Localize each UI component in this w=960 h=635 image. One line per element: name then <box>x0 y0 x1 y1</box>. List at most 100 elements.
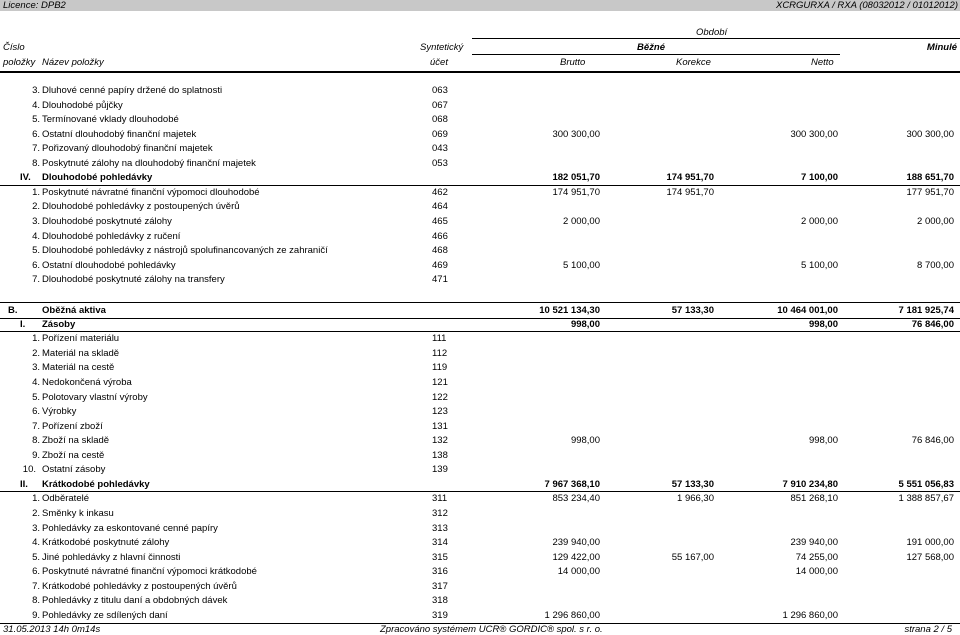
row-account: 122 <box>432 391 448 403</box>
row-account: 069 <box>432 128 448 140</box>
col-previous-label: Minulé <box>926 42 957 53</box>
row-account: 465 <box>432 215 448 227</box>
row-name: Pořízení materiálu <box>42 333 120 345</box>
row-account: 119 <box>432 362 448 374</box>
row-number: 1. <box>32 333 40 345</box>
row-name: Dlouhodobé poskytnuté zálohy <box>42 215 172 227</box>
row-previous: 177 951,70 <box>906 186 954 198</box>
table-row: 3. Dlouhodobé poskytnuté zálohy 465 2 000,0… <box>0 214 960 229</box>
footer-page-number: strana 2 / 5 <box>904 624 952 635</box>
row-korekce: 1 966,30 <box>677 493 714 505</box>
table-row: 6. Poskytnuté návratné finanční výpomoci … <box>0 564 960 579</box>
row-netto: 10 464 001,00 <box>777 305 838 317</box>
row-name: Odběratelé <box>42 493 90 505</box>
table-row: 7. Krátkodobé pohledávky z postoupených ú… <box>0 579 960 594</box>
row-account: 466 <box>432 230 448 242</box>
row-name: Materiál na cestě <box>42 362 115 374</box>
row-number: 7. <box>32 580 40 592</box>
table-row: 6. Výrobky 123 <box>0 404 960 419</box>
table-row: 7. Pořízení zboží 131 <box>0 419 960 434</box>
row-number: 8. <box>32 595 40 607</box>
row-account: 112 <box>432 347 448 359</box>
row-number: 8. <box>32 435 40 447</box>
row-name: Pořízení zboží <box>42 420 103 432</box>
report-top-bar: Licence: DPB2 XCRGURXA / RXA (08032012 /… <box>0 0 960 11</box>
table-section-row: B. Oběžná aktiva 10 521 134,30 57 133,30 10 … <box>0 302 960 319</box>
row-account: 121 <box>432 377 448 388</box>
table-row: 4. Krátkodobé poskytnuté zálohy 314 239 940… <box>0 535 960 550</box>
row-name: Poskytnuté zálohy na dlouhodobý finanční… <box>42 157 256 169</box>
row-number: 5. <box>32 551 40 563</box>
row-account: 317 <box>432 580 448 592</box>
row-number: 6. <box>32 128 40 140</box>
row-account: 312 <box>432 507 448 519</box>
table-row: 4. Nedokončená výroba 121 <box>0 375 960 390</box>
row-account: 138 <box>432 449 448 461</box>
table-row: 2. Materiál na skladě 112 <box>0 346 960 361</box>
row-account: 063 <box>432 85 448 96</box>
row-name: Směnky k inkasu <box>42 507 114 519</box>
row-account: 471 <box>432 274 448 286</box>
row-korekce: 57 133,30 <box>671 305 714 317</box>
table-row: 1. Pořízení materiálu 111 <box>0 331 960 346</box>
row-netto: 7 910 234,80 <box>782 478 838 490</box>
row-number: 3. <box>32 522 40 534</box>
row-account: 314 <box>432 537 448 549</box>
table-row: 4. Dlouhodobé pohledávky z ručení 466 <box>0 229 960 244</box>
row-name: Pohledávky ze sdílených daní <box>42 609 168 621</box>
row-previous: 188 651,70 <box>906 172 954 184</box>
row-number: II. <box>20 478 28 490</box>
col-account-label-2: účet <box>430 57 448 68</box>
table-row: 9. Zboží na cestě 138 <box>0 448 960 463</box>
row-brutto: 2 000,00 <box>563 215 600 227</box>
row-name: Termínované vklady dlouhodobé <box>42 114 179 126</box>
row-korekce: 57 133,30 <box>671 478 714 490</box>
row-number: 4. <box>32 99 40 111</box>
row-number: 5. <box>32 245 40 257</box>
row-number: 9. <box>32 449 40 461</box>
row-number: 6. <box>32 566 40 578</box>
row-previous: 300 300,00 <box>906 128 954 140</box>
row-account: 469 <box>432 259 448 271</box>
row-number: B. <box>8 305 18 317</box>
row-name: Dlouhodobé půjčky <box>42 99 123 111</box>
col-current-label: Běžné <box>637 42 665 53</box>
row-account: 131 <box>432 420 448 432</box>
table-row: 3. Dluhové cenné papíry držené do splatno… <box>0 83 960 98</box>
row-account: 464 <box>432 201 448 213</box>
col-netto-label: Netto <box>811 57 834 68</box>
row-previous: 2 000,00 <box>917 215 954 227</box>
report-code: XCRGURXA / RXA (08032012 / 01012012) <box>775 0 958 11</box>
col-korekce-label: Korekce <box>676 57 711 68</box>
row-number: 2. <box>32 201 40 213</box>
row-name: Nedokončená výroba <box>42 377 132 388</box>
row-number: 7. <box>32 420 40 432</box>
row-number: 5. <box>32 114 40 126</box>
row-name: Pohledávky za eskontované cenné papíry <box>42 522 218 534</box>
row-account: 319 <box>432 609 448 621</box>
table-row: 9. Pohledávky ze sdílených daní 319 1 296 8… <box>0 608 960 623</box>
row-korekce: 174 951,70 <box>666 186 714 198</box>
row-number: 3. <box>32 215 40 227</box>
row-brutto: 300 300,00 <box>552 128 600 140</box>
table-row: 2. Dlouhodobé pohledávky z postoupených ú… <box>0 199 960 214</box>
col-account-label: Syntetický <box>420 42 464 53</box>
table-section-row: I. Zásoby 998,00 998,00 76 846,00 <box>0 317 960 333</box>
row-brutto: 853 234,40 <box>552 493 600 505</box>
row-number: I. <box>20 318 26 330</box>
row-number: 2. <box>32 347 40 359</box>
row-account: 123 <box>432 406 448 418</box>
row-netto: 1 296 860,00 <box>782 609 838 621</box>
table-row: 10. Ostatní zásoby 139 <box>0 462 960 477</box>
row-name: Ostatní zásoby <box>42 464 106 476</box>
row-account: 067 <box>432 99 448 111</box>
row-brutto: 5 100,00 <box>563 259 600 271</box>
row-name: Dlouhodobé pohledávky z postoupených úvě… <box>42 201 240 213</box>
row-name: Polotovary vlastní výroby <box>42 391 148 403</box>
row-brutto: 174 951,70 <box>552 186 600 198</box>
col-number-label-2: položky <box>3 57 36 68</box>
row-account: 053 <box>432 157 448 169</box>
row-netto: 5 100,00 <box>801 259 838 271</box>
footer-timestamp: 31.05.2013 14h 0m14s <box>3 624 101 635</box>
row-name: Dlouhodobé pohledávky z nástrojů spolufi… <box>42 245 328 257</box>
